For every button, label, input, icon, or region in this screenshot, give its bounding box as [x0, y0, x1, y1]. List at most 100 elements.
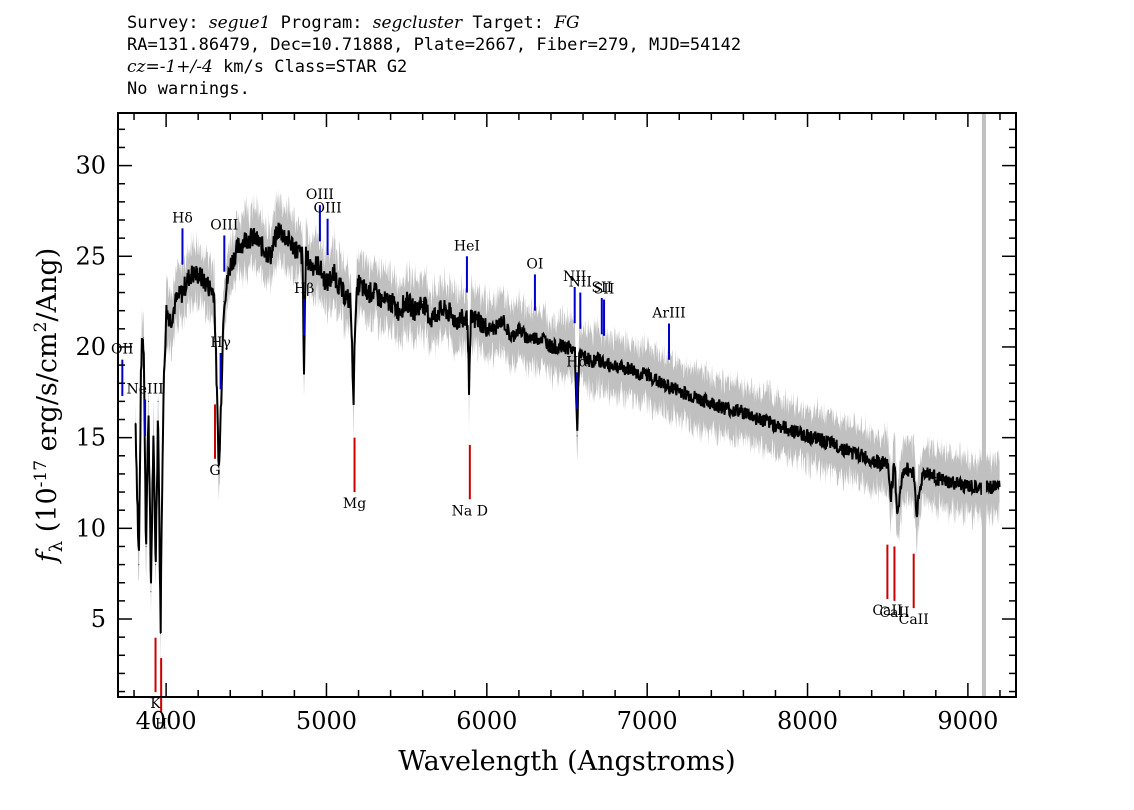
flux-point	[534, 337, 536, 339]
flux-point	[991, 486, 993, 488]
flux-point	[162, 419, 164, 421]
flux-series-line	[134, 222, 1001, 634]
flux-point	[896, 513, 898, 515]
absorption-line-label: H	[155, 716, 167, 732]
emission-line-label: NII	[569, 275, 592, 291]
flux-point	[253, 237, 255, 239]
header-line-warnings: No warnings.	[127, 79, 250, 99]
absorption-line-label: Na D	[452, 503, 488, 519]
flux-point	[558, 346, 560, 348]
absorption-line-label: CaII	[879, 605, 909, 621]
flux-point	[438, 310, 440, 312]
flux-point	[916, 511, 918, 513]
flux-point	[967, 486, 969, 488]
flux-point	[598, 359, 600, 361]
flux-point	[143, 337, 145, 339]
flux-point	[414, 310, 416, 312]
y-axis-title: fλ (10-17 erg/s/cm2/Ang)	[31, 248, 67, 564]
flux-point	[150, 591, 152, 593]
flux-point	[398, 310, 400, 312]
flux-point	[165, 310, 167, 312]
survey-value: segue1	[208, 13, 271, 33]
flux-point	[622, 368, 624, 370]
flux-point	[959, 484, 961, 486]
flux-point	[430, 319, 432, 321]
y-tick-label: 10	[75, 514, 106, 542]
flux-point	[170, 319, 172, 321]
flux-point	[325, 282, 327, 284]
flux-point	[502, 319, 504, 321]
flux-point	[606, 364, 608, 366]
flux-point	[470, 319, 472, 321]
absorption-line-label: G	[209, 463, 220, 479]
flux-point	[807, 435, 809, 437]
flux-point	[574, 350, 576, 352]
emission-line-label: NeIII	[127, 382, 164, 398]
flux-point	[159, 633, 161, 635]
flux-point	[951, 482, 953, 484]
y-tick-label: 15	[75, 424, 106, 452]
x-tick-label: 8000	[777, 707, 838, 735]
flux-point	[309, 264, 311, 266]
class-info: km/s Class=STAR G2	[212, 57, 408, 77]
emission-line-label: OI	[526, 256, 543, 272]
emission-line-label: Hγ	[210, 335, 231, 351]
flux-point	[726, 408, 728, 410]
flux-point	[317, 264, 319, 266]
flux-point	[494, 328, 496, 330]
flux-point	[566, 346, 568, 348]
flux-point	[406, 301, 408, 303]
flux-point	[301, 255, 303, 257]
flux-point	[155, 564, 157, 566]
flux-point	[269, 255, 271, 257]
flux-point	[366, 292, 368, 294]
flux-point	[678, 389, 680, 391]
flux-point	[189, 273, 191, 275]
flux-point	[229, 264, 231, 266]
header-line-survey: Survey: segue1 Program: segcluster Targe…	[127, 12, 741, 34]
flux-point	[333, 273, 335, 275]
plot-frame	[117, 112, 1017, 698]
spectrum-header: Survey: segue1 Program: segcluster Targe…	[127, 12, 741, 100]
absorption-line-label: Mg	[343, 496, 366, 512]
emission-line-label: OIII	[306, 187, 334, 203]
flux-point	[197, 273, 199, 275]
flux-point	[943, 480, 945, 482]
flux-point	[358, 282, 360, 284]
flux-point	[422, 301, 424, 303]
flux-point	[390, 301, 392, 303]
x-axis-title: Wavelength (Angstroms)	[398, 746, 735, 777]
flux-point	[662, 384, 664, 386]
absorption-line-label: K	[150, 696, 161, 712]
axis-ticks: 4000 5000 6000 7000 8000 9000 5 10 15 20 25 30	[75, 113, 1016, 735]
flux-point	[935, 477, 937, 479]
flux-point	[791, 429, 792, 431]
flux-point	[382, 301, 384, 303]
flux-point	[157, 400, 159, 402]
flux-point	[614, 364, 616, 366]
flux-point	[446, 310, 448, 312]
x-tick-label: 6000	[456, 707, 517, 735]
flux-point	[205, 282, 207, 284]
flux-point	[462, 319, 464, 321]
absorption-line-label: CaII	[872, 603, 902, 619]
emission-line-label: OIII	[314, 201, 342, 217]
flux-point	[630, 368, 632, 370]
emission-line-label: OII	[111, 342, 134, 358]
flux-point	[582, 355, 584, 357]
flux-point	[245, 237, 247, 239]
emission-line-label: HeI	[454, 238, 480, 254]
flux-point	[293, 246, 295, 248]
header-line-coordinates: RA=131.86479, Dec=10.71888, Plate=2667, …	[127, 35, 742, 55]
flux-point	[237, 246, 239, 248]
flux-point	[303, 373, 305, 375]
flux-point	[468, 391, 470, 393]
flux-point	[913, 471, 915, 473]
flux-point	[138, 564, 140, 566]
flux-point	[181, 292, 183, 294]
cz-value: cz=-1+/-4	[127, 57, 213, 77]
flux-point	[261, 246, 263, 248]
flux-point	[886, 462, 888, 464]
flux-point	[486, 328, 488, 330]
flux-point	[140, 355, 142, 357]
